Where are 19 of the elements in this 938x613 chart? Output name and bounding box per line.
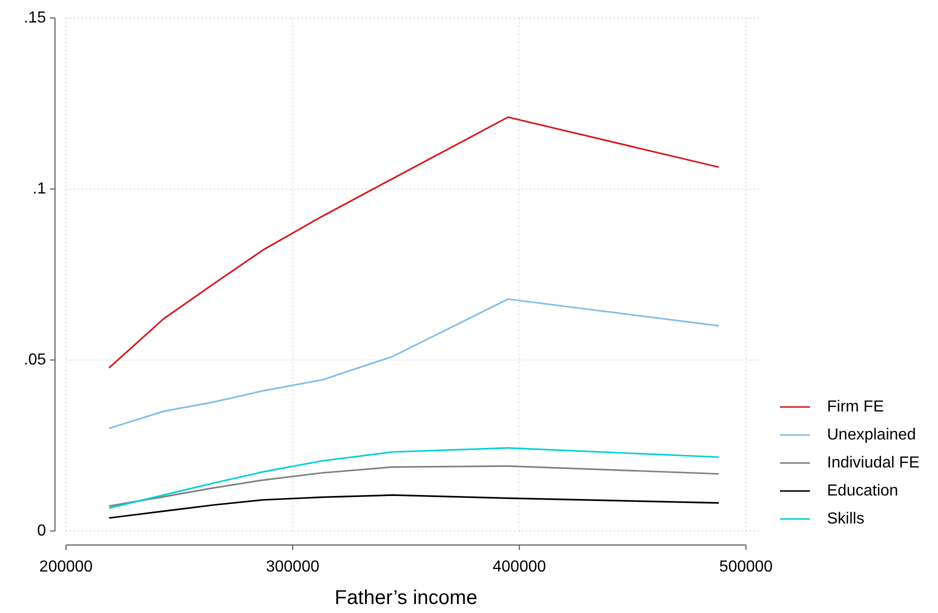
x-tick-label: 200000 — [39, 558, 93, 576]
y-tick-label: .15 — [24, 10, 46, 26]
legend-label: Unexplained — [827, 426, 916, 444]
x-tick-label: 500000 — [719, 558, 773, 576]
legend-label: Education — [827, 482, 898, 500]
x-axis-title: Father’s income — [334, 587, 478, 609]
y-tick-label: 0 — [37, 522, 46, 540]
line-series — [108, 494, 720, 519]
line-series — [108, 298, 720, 430]
line-series — [108, 116, 720, 369]
x-tick-label: 400000 — [492, 558, 546, 576]
line-series — [108, 447, 720, 509]
x-tick-label: 300000 — [266, 558, 320, 576]
line-series — [108, 465, 720, 507]
y-tick-label: .05 — [24, 352, 46, 368]
legend-label: Indiviudal FE — [827, 454, 920, 472]
y-tick-label: .1 — [32, 180, 46, 198]
legend-label: Skills — [827, 510, 864, 528]
legend-label: Firm FE — [827, 398, 884, 416]
